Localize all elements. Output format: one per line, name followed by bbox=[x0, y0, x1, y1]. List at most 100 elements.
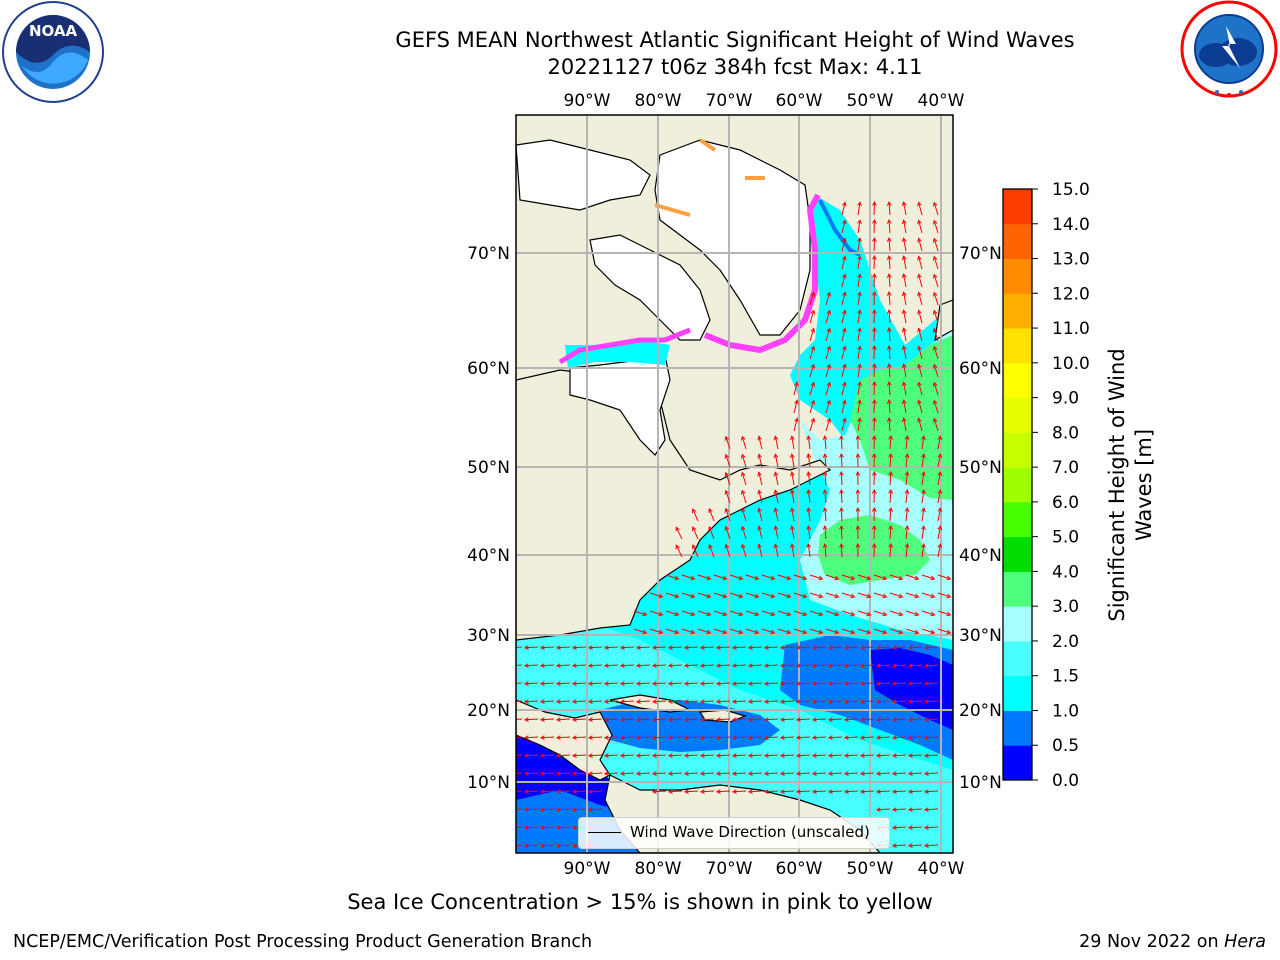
wave-arrow-head bbox=[932, 327, 938, 333]
wave-arrow bbox=[809, 328, 815, 342]
wave-arrow bbox=[873, 592, 887, 598]
wave-arrow-head bbox=[651, 735, 657, 740]
wave-arrow-head bbox=[875, 681, 881, 686]
wave-arrow-head bbox=[571, 807, 577, 812]
wave-arrow-head bbox=[779, 789, 785, 794]
wave-arrow-head bbox=[651, 699, 657, 704]
wave-arrow bbox=[889, 628, 903, 634]
wave-arrow-head bbox=[795, 735, 801, 740]
wave-arrow-head bbox=[930, 593, 936, 599]
wave-arrow bbox=[857, 400, 861, 414]
wave-arrow bbox=[807, 544, 811, 558]
wave-arrow bbox=[933, 292, 939, 306]
wave-arrow bbox=[892, 682, 907, 685]
wave-arrow-head bbox=[907, 825, 913, 830]
wave-arrow bbox=[892, 664, 907, 667]
wave-arrow bbox=[857, 274, 861, 288]
wave-arrow-head bbox=[539, 807, 545, 812]
wave-arrow bbox=[516, 736, 523, 738]
wave-arrow bbox=[905, 472, 908, 486]
wave-arrow bbox=[892, 790, 907, 793]
wave-arrow-head bbox=[872, 362, 877, 368]
wave-arrow-head bbox=[843, 717, 849, 722]
wave-arrow bbox=[876, 808, 891, 811]
wave-arrow bbox=[888, 219, 891, 234]
wave-arrow bbox=[924, 736, 939, 739]
wave-arrow-head bbox=[872, 380, 877, 386]
wave-arrow-head bbox=[875, 717, 881, 722]
wave-arrow-head bbox=[855, 488, 861, 494]
wave-arrow bbox=[825, 346, 831, 360]
wave-arrow bbox=[716, 790, 731, 793]
wave-arrow-head bbox=[826, 417, 832, 423]
wave-arrow-head bbox=[674, 575, 680, 581]
wave-arrow-head bbox=[587, 771, 593, 776]
wave-arrow bbox=[780, 754, 795, 757]
wave-arrow-head bbox=[699, 771, 705, 776]
wave-arrow-head bbox=[724, 507, 730, 513]
wave-arrow bbox=[860, 646, 875, 649]
wave-arrow bbox=[889, 507, 892, 522]
wave-arrow bbox=[825, 292, 831, 306]
wave-arrow bbox=[741, 490, 747, 504]
wave-arrow-head bbox=[866, 593, 872, 599]
wave-arrow bbox=[905, 454, 908, 468]
wave-arrow-head bbox=[811, 717, 817, 722]
wave-arrow bbox=[918, 382, 923, 396]
wave-arrow bbox=[933, 256, 939, 270]
wave-arrow bbox=[924, 808, 939, 811]
wave-arrow-head bbox=[886, 290, 892, 296]
wave-arrow bbox=[745, 574, 759, 580]
wave-arrow-head bbox=[523, 771, 529, 776]
wave-arrow bbox=[540, 718, 555, 721]
wave-arrow-head bbox=[635, 645, 641, 650]
wave-arrow bbox=[668, 772, 683, 775]
wave-arrow-head bbox=[651, 789, 657, 794]
wave-arrow-head bbox=[888, 488, 894, 494]
wave-arrow bbox=[841, 364, 846, 378]
wave-arrow bbox=[524, 772, 539, 775]
wave-arrow bbox=[841, 220, 846, 234]
wave-arrow-head bbox=[523, 699, 529, 704]
wave-arrow bbox=[876, 682, 891, 685]
wave-arrow-head bbox=[667, 735, 673, 740]
wave-arrow bbox=[812, 790, 827, 793]
wave-arrow bbox=[556, 808, 571, 811]
wave-arrow-head bbox=[842, 417, 847, 423]
wave-arrow-head bbox=[683, 789, 689, 794]
wave-arrow bbox=[716, 682, 731, 685]
colorbar-tick-label: 1.5 bbox=[1052, 667, 1079, 687]
wave-arrow-head bbox=[923, 807, 929, 812]
wave-arrow-head bbox=[839, 470, 844, 476]
lat-labels-right: 70°N 60°N 50°N 40°N 30°N 20°N 10°N bbox=[959, 244, 1002, 793]
wave-arrow bbox=[841, 574, 855, 580]
wave-arrow bbox=[652, 736, 667, 739]
wave-arrow-head bbox=[921, 525, 926, 531]
wave-arrow bbox=[908, 664, 923, 667]
wave-arrow-head bbox=[794, 399, 799, 405]
wave-arrow bbox=[873, 345, 875, 360]
wave-arrow bbox=[844, 646, 859, 649]
wave-arrow-head bbox=[843, 645, 849, 650]
wave-arrow-head bbox=[795, 753, 801, 758]
wave-arrow-head bbox=[674, 611, 680, 617]
wave-arrow-head bbox=[763, 681, 769, 686]
wave-arrow bbox=[844, 664, 859, 667]
wave-arrow bbox=[620, 664, 635, 667]
wave-arrow-head bbox=[875, 645, 881, 650]
wave-arrow bbox=[903, 400, 907, 414]
wave-arrow-head bbox=[691, 544, 697, 550]
wave-arrow-head bbox=[587, 807, 593, 812]
sea-ice-orange-north bbox=[654, 138, 765, 217]
wave-arrow-head bbox=[747, 753, 753, 758]
wave-arrow bbox=[716, 736, 731, 739]
wave-arrow-head bbox=[715, 753, 721, 758]
wave-arrow bbox=[748, 772, 763, 775]
wave-arrow bbox=[764, 664, 779, 667]
wave-arrow bbox=[873, 255, 875, 270]
wave-arrow-head bbox=[731, 663, 737, 668]
wave-arrow-head bbox=[642, 629, 648, 635]
wave-arrow bbox=[791, 508, 795, 522]
wave-arrow-head bbox=[827, 753, 833, 758]
wave-arrow bbox=[888, 237, 891, 252]
